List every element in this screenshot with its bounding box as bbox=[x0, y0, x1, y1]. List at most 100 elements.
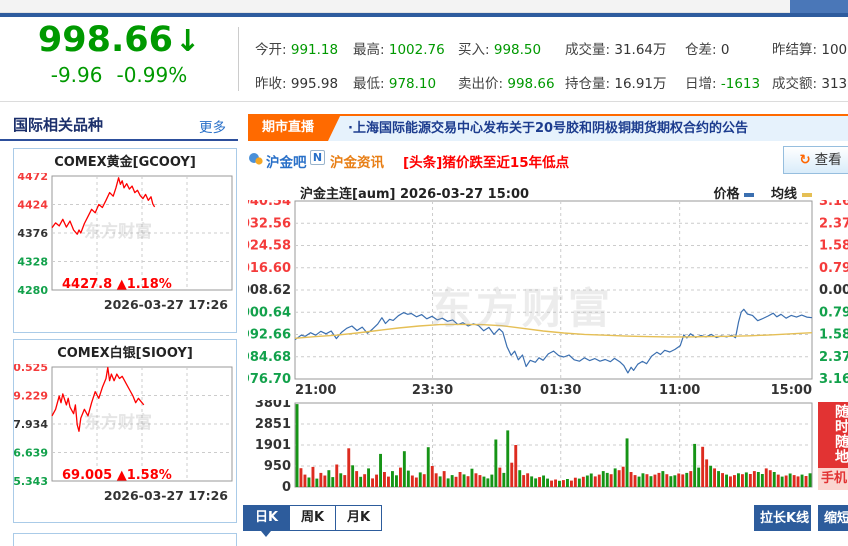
stat-1-0: 昨收: 995.98 bbox=[255, 76, 339, 92]
stat-1-4: 日增: -1613 bbox=[685, 76, 761, 92]
svg-text:15:00: 15:00 bbox=[771, 383, 812, 398]
kline-period-tabs: 日K 周K 月K bbox=[243, 505, 382, 531]
svg-text:21:00: 21:00 bbox=[295, 383, 336, 398]
svg-text:4280: 4280 bbox=[17, 284, 48, 297]
change-percent: -0.99% bbox=[116, 63, 188, 87]
svg-text:69.229: 69.229 bbox=[14, 390, 48, 403]
svg-text:1040.54: 1040.54 bbox=[248, 200, 291, 209]
price-change: -9.96 -0.99% bbox=[0, 63, 238, 87]
svg-text:66.639: 66.639 bbox=[14, 447, 48, 460]
sidebar-more-link[interactable]: 更多 bbox=[199, 120, 226, 136]
forum-bubble-icon bbox=[248, 151, 264, 165]
mini-chart-gold-title: COMEX黄金[GCOOY] bbox=[54, 155, 196, 170]
gold-timestamp: 2026-03-27 17:26 bbox=[103, 297, 228, 312]
svg-text:1.58%: 1.58% bbox=[819, 328, 848, 343]
header-divider bbox=[238, 27, 239, 91]
stat-1-2: 卖出价: 998.66 bbox=[458, 76, 555, 92]
top-nav-tab-fragment[interactable] bbox=[790, 0, 848, 13]
svg-text:4472: 4472 bbox=[17, 173, 48, 183]
quote-stats-grid: 今开: 991.18 最高: 1002.76 买入: 998.50 成交量: 31.6… bbox=[0, 17, 848, 101]
stat-0-2: 买入: 998.50 bbox=[458, 42, 542, 58]
view-button-label: 查看 bbox=[814, 152, 842, 168]
svg-text:4376: 4376 bbox=[17, 227, 48, 240]
svg-text:1032.56: 1032.56 bbox=[248, 216, 291, 231]
mini-chart-next-box bbox=[13, 533, 237, 546]
stretch-kline-button[interactable]: 拉长K线 bbox=[754, 505, 811, 531]
svg-text:984.68: 984.68 bbox=[248, 350, 291, 365]
stat-1-5: 成交额: 313 bbox=[772, 76, 848, 92]
svg-text:992.66: 992.66 bbox=[248, 328, 291, 343]
svg-text:2.37%: 2.37% bbox=[819, 216, 848, 231]
view-button[interactable]: ↻ 查看 bbox=[783, 146, 848, 174]
stat-0-3: 成交量: 31.64万 bbox=[565, 42, 667, 58]
quick-links-row: 沪金吧 N 沪金资讯 [头条]猪价跌至近15年低点 ↻ 查看 bbox=[248, 146, 848, 176]
legend-price-swatch bbox=[744, 192, 755, 197]
main-chart-header: 沪金主连[aum] 2026-03-27 15:00 价格 均线 bbox=[248, 183, 848, 202]
mini-chart-silver[interactable]: COMEX白银[SIOOY] 70.525 69.229 67.934 66.639 6… bbox=[13, 339, 237, 523]
refresh-icon: ↻ bbox=[799, 152, 811, 168]
svg-text:11:00: 11:00 bbox=[659, 383, 700, 398]
svg-text:0: 0 bbox=[282, 480, 291, 492]
top-blue-bar bbox=[0, 13, 848, 17]
svg-text:4424: 4424 bbox=[17, 199, 48, 212]
legend-avg-label: 均线 bbox=[770, 187, 797, 202]
svg-text:3.16%: 3.16% bbox=[819, 200, 848, 209]
sidebar-title: 国际相关品种 bbox=[13, 116, 104, 134]
forum-link[interactable]: 沪金吧 bbox=[266, 155, 307, 171]
top-headline-link[interactable]: [头条]猪价跌至近15年低点 bbox=[403, 155, 570, 171]
stat-0-5: 昨结算: 100 bbox=[772, 42, 848, 58]
stat-1-3: 持仓量: 16.91万 bbox=[565, 76, 667, 92]
mobile-app-ad[interactable]: 随时随地 bbox=[818, 402, 848, 468]
kline-tab-周K[interactable]: 周K bbox=[289, 505, 336, 531]
svg-text:01:30: 01:30 bbox=[540, 383, 581, 398]
stat-0-0: 今开: 991.18 bbox=[255, 42, 339, 58]
stat-0-1: 最高: 1002.76 bbox=[353, 42, 445, 58]
silver-last-value: 69.005 ▲1.58% bbox=[62, 468, 172, 483]
top-strip bbox=[0, 0, 848, 13]
svg-text:67.934: 67.934 bbox=[14, 418, 48, 431]
mobile-app-ad-caption[interactable]: 手机 bbox=[818, 468, 848, 490]
mini-chart-gold[interactable]: COMEX黄金[GCOOY] 4472 4424 4376 4328 4280 东方财富… bbox=[13, 148, 237, 333]
svg-text:3.16%: 3.16% bbox=[819, 372, 848, 387]
shrink-kline-button[interactable]: 缩短K线 bbox=[818, 505, 848, 531]
news-headline-link[interactable]: ·上海国际能源交易中心发布关于20号胶和阴极铜期货期权合约的公告 bbox=[348, 121, 749, 136]
info-link[interactable]: 沪金资讯 bbox=[330, 155, 384, 171]
last-price-value: 998.66 bbox=[37, 20, 173, 60]
live-news-bar: 期市直播 ·上海国际能源交易中心发布关于20号胶和阴极铜期货期权合约的公告 bbox=[248, 114, 848, 141]
gold-chart[interactable]: 4472 4424 4376 4328 4280 bbox=[14, 173, 236, 297]
volume-chart[interactable]: 3801 2851 1901 950 0 bbox=[248, 400, 848, 492]
news-n-icon: N bbox=[310, 150, 325, 165]
legend-avg-swatch bbox=[802, 192, 812, 197]
svg-text:976.70: 976.70 bbox=[248, 372, 291, 387]
svg-text:23:30: 23:30 bbox=[412, 383, 453, 398]
svg-text:0.00%: 0.00% bbox=[819, 283, 848, 298]
quote-summary: 998.66↓ -9.96 -0.99% bbox=[0, 17, 238, 101]
silver-chart[interactable]: 70.525 69.229 67.934 66.639 65.343 bbox=[14, 364, 236, 488]
svg-text:0.79%: 0.79% bbox=[819, 261, 848, 276]
change-value: -9.96 bbox=[50, 63, 103, 87]
svg-text:1008.62: 1008.62 bbox=[248, 283, 291, 298]
svg-text:1016.60: 1016.60 bbox=[248, 261, 291, 276]
kline-tab-日K[interactable]: 日K bbox=[243, 505, 290, 531]
svg-text:65.343: 65.343 bbox=[14, 475, 48, 488]
quote-header: 998.66↓ -9.96 -0.99% 今开: 991.18 最高: 1002.7… bbox=[0, 17, 848, 101]
svg-text:1.58%: 1.58% bbox=[819, 239, 848, 254]
intraday-price-chart[interactable]: 1040.54 1032.56 1024.58 1016.60 1008.62 1000.… bbox=[248, 200, 848, 398]
live-badge: 期市直播 bbox=[248, 114, 341, 141]
kline-tab-月K[interactable]: 月K bbox=[335, 505, 382, 531]
silver-timestamp: 2026-03-27 17:26 bbox=[103, 488, 228, 503]
svg-text:1024.58: 1024.58 bbox=[248, 239, 291, 254]
sidebar-rule bbox=[0, 139, 238, 141]
svg-text:70.525: 70.525 bbox=[14, 364, 48, 374]
svg-text:4328: 4328 bbox=[17, 256, 48, 269]
svg-text:1000.64: 1000.64 bbox=[248, 305, 291, 320]
active-tab-caret bbox=[261, 531, 271, 537]
gold-last-value: 4427.8 ▲1.18% bbox=[62, 277, 172, 292]
last-price: 998.66↓ bbox=[0, 21, 238, 61]
legend-price-label: 价格 bbox=[713, 187, 740, 202]
down-arrow-icon: ↓ bbox=[174, 24, 201, 59]
svg-text:2851: 2851 bbox=[255, 417, 291, 432]
stat-0-4: 仓差: 0 bbox=[685, 42, 730, 58]
main-chart-title: 沪金主连[aum] 2026-03-27 15:00 bbox=[300, 187, 530, 202]
